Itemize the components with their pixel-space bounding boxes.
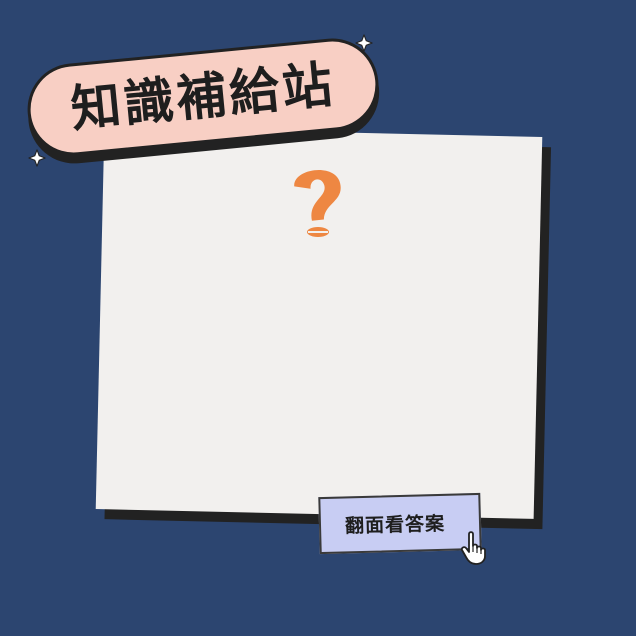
banner-title: 知識補給站 <box>68 55 338 139</box>
question-mark-icon <box>294 170 341 237</box>
sparkle-icon <box>355 34 373 52</box>
flip-card-button[interactable]: 翻面看答案 <box>318 492 482 555</box>
pointer-hand-icon <box>460 531 486 565</box>
sparkle-icon <box>28 149 46 167</box>
flip-card-label: 翻面看答案 <box>344 512 446 538</box>
